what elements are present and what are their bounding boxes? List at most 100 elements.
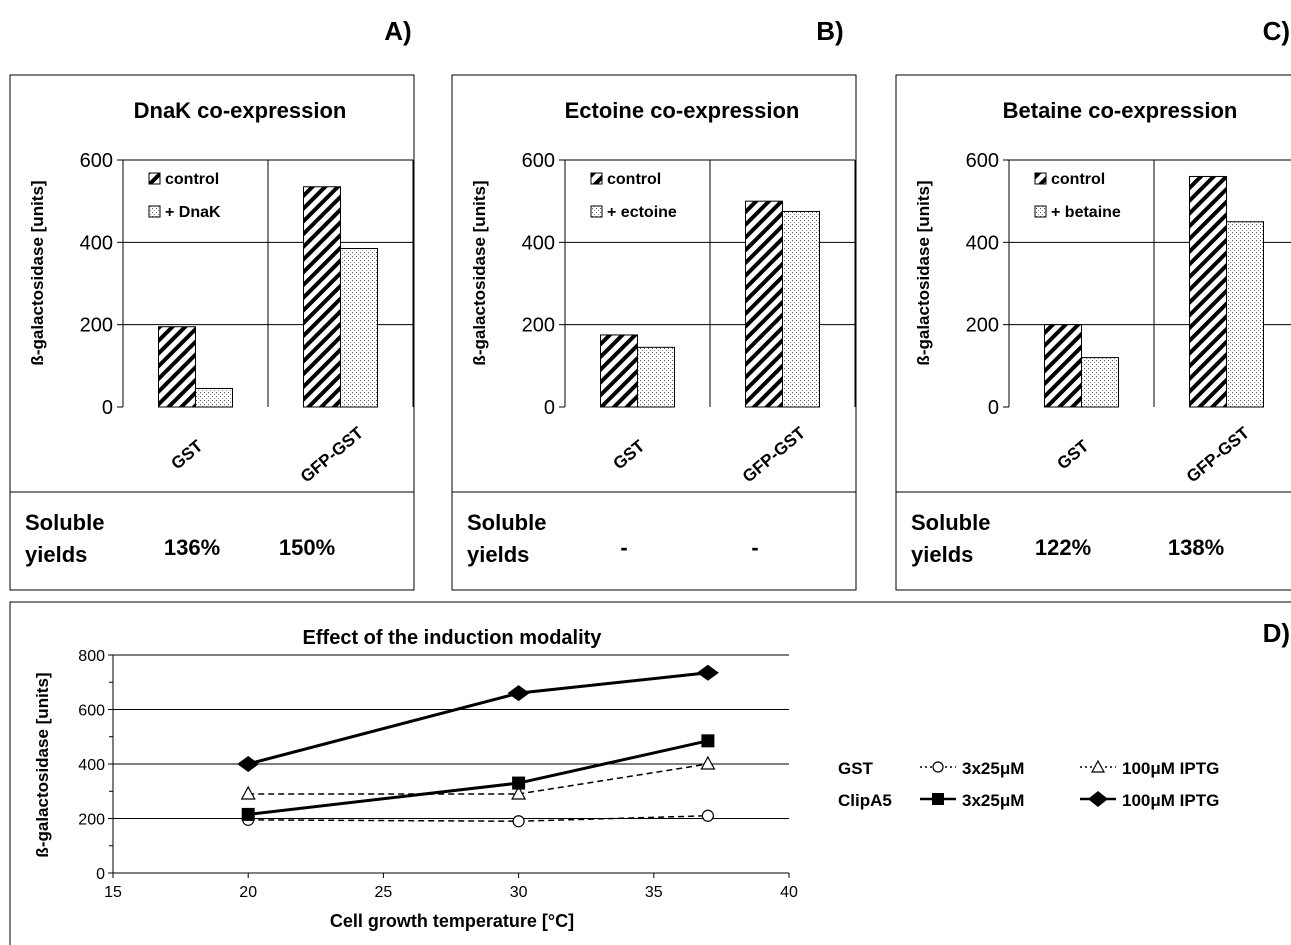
panel-d-title: Effect of the induction modality — [303, 627, 603, 649]
panel-a-letter: A) — [384, 16, 411, 46]
panel-b-title: Ectoine co-expression — [565, 98, 800, 123]
point-clipa5-3x25 — [241, 807, 255, 821]
panel-b-yield-gst: - — [620, 535, 627, 560]
legend-row-clipa5-label: ClipA5 — [838, 791, 892, 810]
y-tick-label: 400 — [966, 232, 999, 254]
category-label: GFP-GST — [297, 423, 368, 487]
y-tick-label: 400 — [80, 232, 113, 254]
y-tick-label: 600 — [522, 150, 555, 172]
panel-a-yield-gfp-gst: 150% — [279, 535, 335, 560]
panel-d-ylabel: ß-galactosidase [units] — [33, 672, 52, 857]
x-tick-label: 40 — [780, 884, 798, 901]
bar-gst-treatment — [195, 387, 233, 408]
legend-clipa5-100-symbol — [1080, 791, 1116, 807]
panel-a-yields-box — [9, 491, 415, 591]
bar-gfp-gst-treatment — [340, 248, 378, 408]
bar-gfp-gst-control — [745, 200, 783, 408]
y-tick-label: 0 — [102, 397, 113, 419]
y-tick-label: 800 — [78, 648, 105, 665]
legend-gst-100-symbol — [1080, 759, 1116, 773]
legend-label: control — [607, 171, 661, 188]
point-gst-100 — [511, 785, 527, 800]
category-label: GST — [1053, 436, 1092, 473]
legend-label: control — [165, 171, 219, 188]
panel-d-letter: D) — [1263, 618, 1290, 648]
bar-gst-treatment — [1081, 357, 1119, 408]
bar-gst-treatment — [637, 346, 675, 408]
legend-clipa5-100-text: 100μM IPTG — [1122, 791, 1219, 810]
panel-a-plot: 0 200 400 600 GST GFP-GST control + DnaK — [80, 150, 414, 487]
y-tick-label: 0 — [988, 397, 999, 419]
legend-label: control — [1051, 171, 1105, 188]
legend-gst-3x25-symbol — [920, 761, 956, 773]
panel-c: C) Betaine co-expression ß-galactosidase… — [895, 16, 1291, 591]
bar-gst-control — [158, 326, 196, 408]
y-tick-label: 400 — [78, 757, 105, 774]
point-gst-100 — [240, 785, 256, 800]
series-line-clipa5-100 — [247, 671, 709, 766]
bar-gst-control — [600, 334, 638, 408]
bar-gfp-gst-control — [303, 186, 341, 408]
legend-clipa5-3x25-symbol — [920, 793, 956, 805]
legend-swatch — [1034, 172, 1047, 185]
point-gst-3x25 — [701, 809, 714, 822]
panel-d-frame — [9, 601, 1291, 945]
bar-gfp-gst-treatment — [1226, 221, 1264, 408]
point-clipa5-100 — [507, 685, 530, 702]
category-label: GST — [609, 436, 648, 473]
panel-c-title: Betaine co-expression — [1003, 98, 1238, 123]
panel-b-yields-label-2: yields — [467, 542, 529, 567]
legend-label: + ectoine — [607, 204, 677, 221]
panel-a-title: DnaK co-expression — [134, 98, 347, 123]
point-clipa5-100 — [237, 756, 260, 772]
legend-row-gst-label: GST — [838, 759, 874, 778]
y-tick-label: 200 — [522, 315, 555, 337]
y-tick-label: 200 — [78, 812, 105, 829]
panel-b-yield-gfp-gst: - — [751, 535, 758, 560]
bar-gfp-gst-control — [1189, 175, 1227, 408]
legend-label: + DnaK — [165, 204, 221, 221]
legend-swatch — [1034, 205, 1047, 218]
y-tick-label: 400 — [522, 232, 555, 254]
point-clipa5-3x25 — [512, 776, 526, 790]
panel-a-yields-label-2: yields — [25, 542, 87, 567]
x-tick-label: 20 — [239, 884, 257, 901]
panel-b-yields-label-1: Soluble — [467, 510, 546, 535]
y-tick-label: 200 — [80, 315, 113, 337]
panel-c-yields-box — [895, 491, 1291, 591]
x-tick-label: 15 — [104, 884, 122, 901]
panel-c-plot: 0 200 400 600 GST GFP-GST control + betaine — [966, 150, 1291, 486]
panel-d-legend: GST 3x25μM 100μM IPTG ClipA5 3x25μM 100μ — [838, 759, 1219, 810]
panel-c-ylabel: ß-galactosidase [units] — [914, 180, 933, 365]
legend-swatch — [590, 205, 603, 218]
legend-gst-3x25-text: 3x25μM — [962, 759, 1024, 778]
y-tick-label: 600 — [80, 150, 113, 172]
legend-swatch — [148, 172, 161, 185]
panel-b-yields-box — [451, 491, 857, 591]
category-label: GFP-GST — [739, 423, 810, 487]
point-gst-100 — [700, 755, 716, 770]
series-line-gst-100 — [248, 763, 708, 795]
panel-c-yield-gfp-gst: 138% — [1168, 535, 1224, 560]
bar-gst-control — [1044, 324, 1082, 408]
legend-swatch — [590, 172, 603, 185]
panel-c-yields-label-1: Soluble — [911, 510, 990, 535]
panel-a-yield-gst: 136% — [164, 535, 220, 560]
legend-label: + betaine — [1051, 204, 1121, 221]
point-clipa5-100 — [696, 664, 719, 681]
y-tick-label: 600 — [966, 150, 999, 172]
panel-d-plot: 0 200 400 600 800 15 20 25 30 35 40 — [78, 648, 798, 901]
panel-c-yields-label-2: yields — [911, 542, 973, 567]
panel-a: A) DnaK co-expression ß-galactosidase [u… — [9, 16, 415, 591]
legend-swatch — [148, 205, 161, 218]
panel-b-ylabel: ß-galactosidase [units] — [470, 180, 489, 365]
y-tick-label: 0 — [96, 866, 105, 883]
panel-c-yield-gst: 122% — [1035, 535, 1091, 560]
panel-a-yields-label-1: Soluble — [25, 510, 104, 535]
bar-gfp-gst-treatment — [782, 210, 820, 408]
panel-b-plot: 0 200 400 600 GST GFP-GST control + ectoine — [522, 150, 856, 487]
panel-d-xlabel: Cell growth temperature [°C] — [330, 911, 574, 931]
panel-b: B) Ectoine co-expression ß-galactosidase… — [451, 16, 857, 591]
panel-d: D) Effect of the induction modality ß-ga… — [9, 601, 1291, 945]
